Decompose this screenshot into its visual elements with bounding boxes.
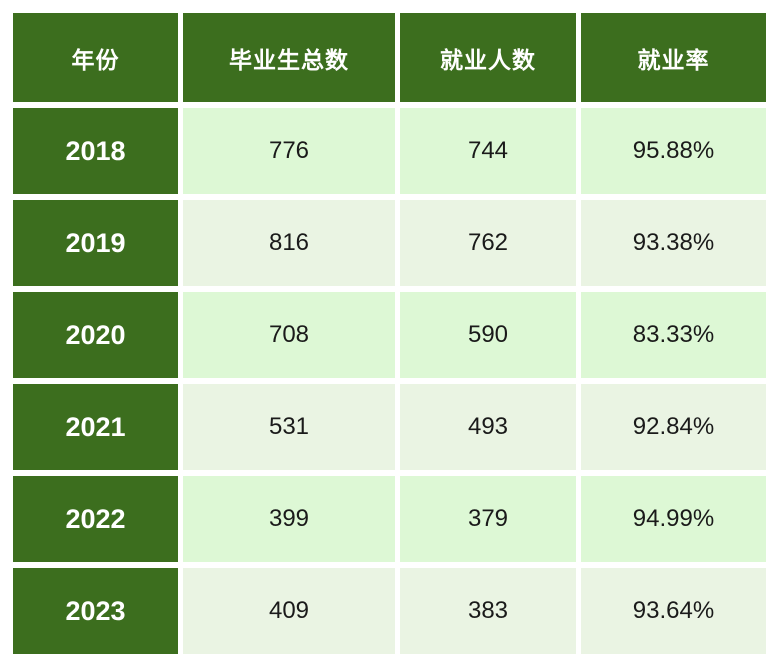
cell-2018-employment-rate: 95.88% — [581, 108, 766, 194]
year-cell-2021: 2021 — [13, 384, 178, 470]
cell-2021-total-graduates: 531 — [183, 384, 395, 470]
header-cell-employment-rate: 就业率 — [581, 13, 766, 102]
cell-2020-employment-rate: 83.33% — [581, 292, 766, 378]
cell-2023-employed: 383 — [400, 568, 576, 654]
cell-2019-employment-rate: 93.38% — [581, 200, 766, 286]
cell-2021-employed: 493 — [400, 384, 576, 470]
year-cell-2020: 2020 — [13, 292, 178, 378]
year-cell-2023: 2023 — [13, 568, 178, 654]
employment-table: 年份 毕业生总数 就业人数 就业率 2018 776 744 95.88% 20… — [13, 13, 766, 654]
cell-2022-total-graduates: 399 — [183, 476, 395, 562]
cell-2020-employed: 590 — [400, 292, 576, 378]
header-cell-year: 年份 — [13, 13, 178, 102]
header-cell-total-graduates: 毕业生总数 — [183, 13, 395, 102]
cell-2021-employment-rate: 92.84% — [581, 384, 766, 470]
employment-table-container: 年份 毕业生总数 就业人数 就业率 2018 776 744 95.88% 20… — [13, 13, 766, 654]
cell-2023-total-graduates: 409 — [183, 568, 395, 654]
cell-2019-total-graduates: 816 — [183, 200, 395, 286]
cell-2022-employed: 379 — [400, 476, 576, 562]
cell-2022-employment-rate: 94.99% — [581, 476, 766, 562]
year-cell-2019: 2019 — [13, 200, 178, 286]
year-cell-2022: 2022 — [13, 476, 178, 562]
cell-2018-total-graduates: 776 — [183, 108, 395, 194]
cell-2023-employment-rate: 93.64% — [581, 568, 766, 654]
cell-2019-employed: 762 — [400, 200, 576, 286]
year-cell-2018: 2018 — [13, 108, 178, 194]
cell-2020-total-graduates: 708 — [183, 292, 395, 378]
header-cell-employed: 就业人数 — [400, 13, 576, 102]
cell-2018-employed: 744 — [400, 108, 576, 194]
